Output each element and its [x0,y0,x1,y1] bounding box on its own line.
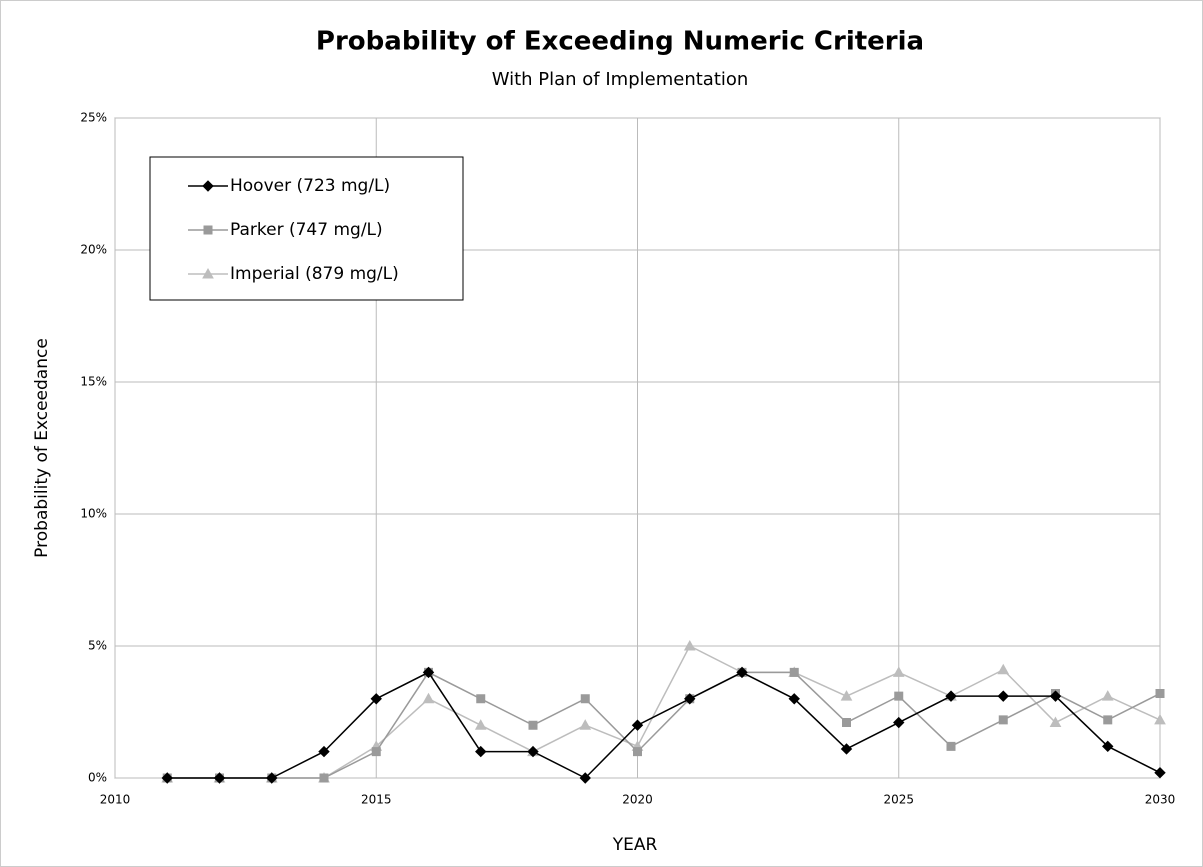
marker [319,773,329,783]
marker [998,715,1008,725]
marker [840,743,853,755]
x-axis-label: YEAR [612,835,658,855]
y-axis-label: Probability of Exceedance [32,338,52,558]
marker [894,691,904,701]
y-tick-label: 10% [80,507,107,521]
marker [474,719,487,730]
marker [318,745,330,758]
y-tick-label: 5% [88,639,107,653]
series-line [167,671,1161,779]
y-tick-label: 0% [88,771,107,785]
marker [946,741,956,751]
marker [997,690,1009,702]
chart-title: Probability of Exceeding Numeric Criteri… [316,27,924,57]
marker [422,666,435,679]
marker [579,719,592,730]
series-line [167,671,1161,779]
marker [213,772,226,784]
marker [202,267,214,279]
marker [1049,716,1062,728]
legend-box [149,156,464,301]
marker [683,639,696,651]
marker [1049,690,1062,702]
marker [203,225,213,235]
marker [684,693,696,705]
marker [1103,715,1113,725]
marker [579,772,591,784]
marker [422,692,435,704]
marker [371,747,381,757]
marker [528,720,538,730]
chart-subtitle: With Plan of Implementation [492,69,749,90]
y-tick-label: 15% [80,375,107,389]
series-line [167,644,1161,779]
y-tick-label: 25% [80,111,107,125]
marker [892,666,905,677]
marker [1155,689,1165,699]
legend-label: Imperial (879 mg/L) [230,264,399,284]
marker [997,663,1010,675]
marker [202,180,214,192]
x-tick-label: 2025 [883,793,914,807]
marker [161,772,173,784]
x-tick-label: 2015 [361,793,392,807]
marker [945,690,957,702]
marker [840,690,853,701]
marker [580,694,590,704]
marker [1154,713,1166,725]
marker [475,745,487,758]
x-tick-label: 2020 [622,793,653,807]
marker [1102,740,1114,753]
legend-label: Hoover (723 mg/L) [230,176,390,196]
marker [370,693,382,705]
marker [631,719,644,731]
marker [789,667,799,677]
marker [736,666,748,679]
marker [476,694,486,704]
marker [1101,690,1114,701]
marker [842,718,851,728]
marker [633,747,642,757]
marker [893,716,905,729]
marker [1154,767,1166,779]
marker [788,693,800,705]
x-tick-label: 2010 [100,793,131,807]
marker [266,772,278,784]
x-tick-label: 2030 [1145,793,1176,807]
marker [527,745,539,758]
legend-label: Parker (747 mg/L) [230,220,383,240]
y-tick-label: 20% [80,243,107,257]
